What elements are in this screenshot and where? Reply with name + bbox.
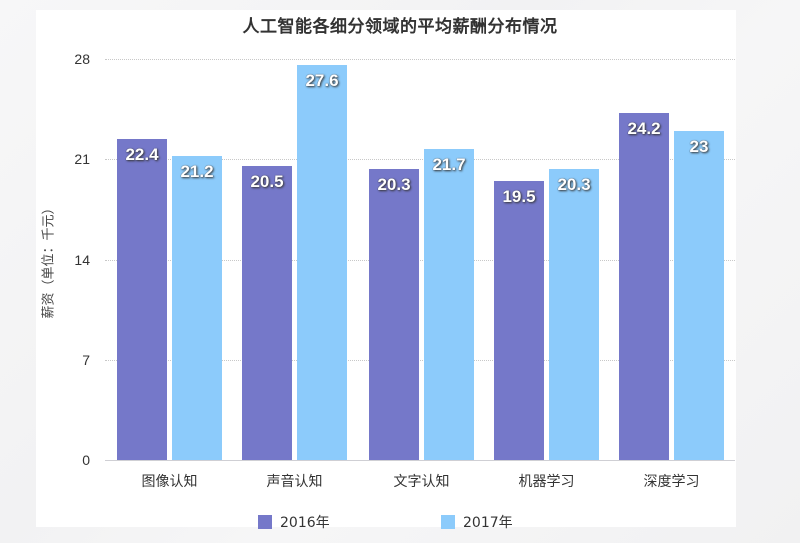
bar-value-label: 20.5 [250,172,284,192]
y-tick-label: 28 [74,51,90,67]
bar: 19.5 [494,180,544,460]
bar-value-label: 19.5 [502,186,536,206]
legend-swatch-icon [441,515,455,529]
bar-value-label: 20.3 [377,175,411,195]
legend-swatch-icon [258,515,272,529]
bar: 21.2 [172,156,222,460]
y-tick-label: 14 [74,251,90,268]
x-axis-line [105,460,735,461]
bar-value-label: 21.2 [180,162,214,182]
legend-label: 2017年 [463,515,513,531]
legend-item: 2016年 [258,512,330,532]
y-axis-label: 薪资（单位：千元） [41,201,57,319]
bar-value-label: 23 [689,136,709,156]
bar-value-label: 22.4 [125,145,159,165]
bar: 21.7 [424,149,474,460]
x-tick-label: 机器学习 [518,474,575,490]
legend-item: 2017年 [441,512,513,532]
bar-value-label: 21.7 [432,155,466,175]
gridline [105,59,735,60]
bar: 27.6 [297,64,347,460]
chart-title: 人工智能各细分领域的平均薪酬分布情况 [242,17,558,37]
x-tick-label: 深度学习 [643,474,700,490]
bar-value-label: 24.2 [627,119,661,139]
x-tick-label: 文字认知 [393,474,450,490]
y-tick-label: 21 [74,151,90,168]
bar: 22.4 [117,139,167,460]
bar: 20.3 [549,169,599,460]
bar: 24.2 [619,113,669,460]
x-tick-label: 声音认知 [266,474,323,490]
bar: 20.3 [369,169,419,460]
gridline [105,359,735,361]
gridline [105,259,735,261]
bar: 23 [674,130,724,460]
x-tick-label: 图像认知 [141,474,198,490]
y-tick-label: 7 [82,351,90,368]
legend-label: 2016年 [280,515,330,531]
bar-value-label: 20.3 [557,175,591,195]
bar: 20.5 [242,166,292,460]
bar-value-label: 27.6 [305,70,339,90]
gridline [105,159,735,161]
y-tick-label: 0 [82,452,90,468]
